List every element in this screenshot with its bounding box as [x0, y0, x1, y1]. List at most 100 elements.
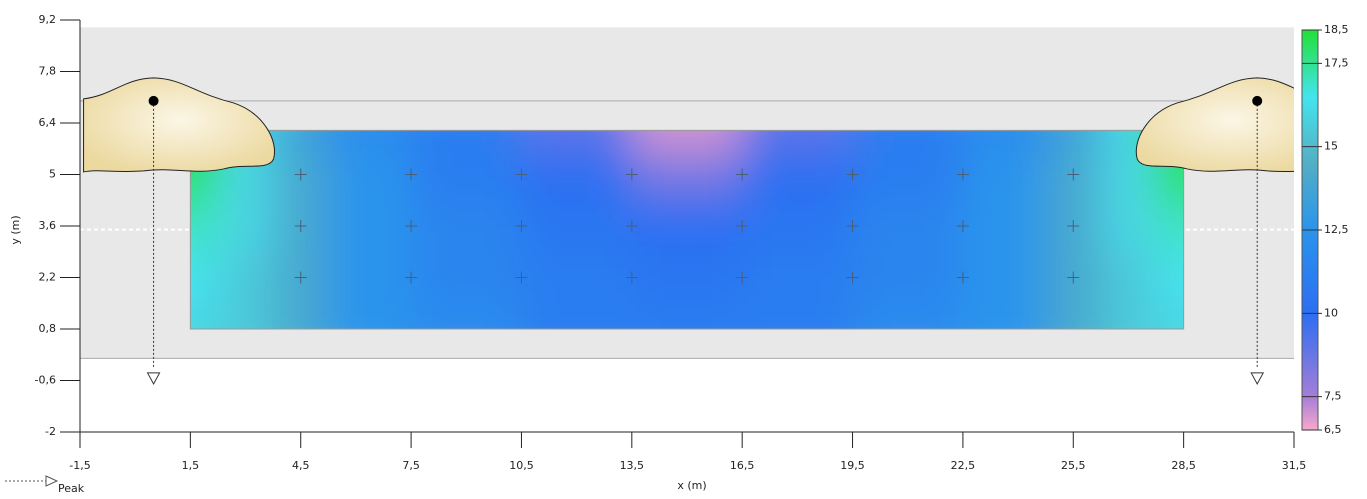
measure-point [515, 220, 528, 232]
heat-cell [852, 152, 964, 202]
measure-point [625, 271, 638, 284]
heat-cell [217, 200, 275, 253]
measure-point [1067, 168, 1080, 181]
x-tick-label: 1,5 [182, 459, 200, 472]
y-tick-label: 5 [49, 168, 56, 181]
heat-cell [962, 152, 1047, 202]
x-tick-label: 16,5 [730, 459, 755, 472]
measure-point [956, 168, 969, 181]
heat-cell [521, 130, 633, 154]
y-tick-label: -2 [45, 425, 56, 438]
heat-cell [1156, 251, 1184, 305]
heat-cell [1100, 303, 1158, 329]
heat-cell [411, 152, 523, 202]
luminaires [83, 77, 1294, 385]
measure-point [956, 220, 969, 232]
measure-point [1067, 220, 1080, 232]
heat-cell [631, 130, 744, 154]
heat-cell [190, 200, 219, 253]
x-tick-label: 10,5 [509, 459, 534, 472]
x-tick-label: 4,5 [292, 459, 310, 472]
x-tick-label: 7,5 [402, 459, 420, 472]
heat-cell [273, 303, 330, 329]
heat-cell [962, 200, 1047, 253]
y-axis-label: y (m) [9, 215, 22, 244]
heat-cell [742, 200, 854, 253]
heat-cell [217, 303, 275, 329]
x-tick-label: 13,5 [620, 459, 645, 472]
heat-cell [190, 251, 219, 305]
heatmap-blur [190, 130, 1184, 329]
y-tick-label: 2,2 [39, 271, 57, 284]
heat-cell [852, 200, 964, 253]
heat-cell [1100, 200, 1158, 253]
measure-point [294, 220, 307, 232]
heat-cell [1156, 303, 1184, 329]
heat-cell [411, 303, 523, 329]
measure-point [736, 220, 749, 232]
measure-point [405, 168, 418, 181]
x-tick-label: 25,5 [1061, 459, 1086, 472]
measure-point [405, 220, 418, 232]
heat-cell [1045, 130, 1102, 154]
x-tick-label: 28,5 [1171, 459, 1196, 472]
heat-cell [521, 200, 633, 253]
heat-cell [190, 303, 219, 329]
colorbar-tick-label: 10 [1324, 306, 1338, 319]
x-tick-label: 19,5 [840, 459, 865, 472]
heat-cell [328, 152, 413, 202]
luminaire [1252, 95, 1263, 106]
heat-cell [521, 303, 633, 329]
colorbar-tick-label: 7,5 [1324, 390, 1342, 403]
heat-cell [962, 251, 1047, 305]
heat-cell [521, 251, 633, 305]
heat-cell [852, 303, 964, 329]
x-tick-label: -1,5 [69, 459, 90, 472]
heat-cell [273, 130, 330, 154]
y-tick-label: 6,4 [39, 116, 57, 129]
heat-cell [742, 152, 854, 202]
measure-point [625, 220, 638, 232]
luminaire [148, 95, 159, 106]
measure-point [294, 168, 307, 181]
heat-cell [411, 130, 523, 154]
heat-cell [521, 152, 633, 202]
heatmap [190, 130, 1184, 329]
heat-cell [1045, 303, 1102, 329]
measure-point [515, 168, 528, 181]
colorbar-tick-label: 12,5 [1324, 223, 1349, 236]
measure-point [1067, 271, 1080, 284]
y-tick-label: -0,6 [35, 374, 56, 387]
colorbar-tick-label: 18,5 [1324, 23, 1349, 36]
measure-point [294, 271, 307, 284]
heat-cell [631, 200, 744, 253]
measure-point [736, 168, 749, 181]
x-tick-label: 31,5 [1282, 459, 1307, 472]
heat-cell [328, 200, 413, 253]
y-tick-label: 0,8 [39, 322, 57, 335]
legend-arrow [45, 475, 59, 487]
measure-point [846, 168, 859, 181]
luminaire-arrowhead [1250, 372, 1265, 385]
measure-point [846, 271, 859, 284]
legend-label: Peak [58, 482, 85, 495]
heat-cell [1156, 200, 1184, 253]
heat-cell [631, 152, 744, 202]
luminaire-arrowhead [146, 372, 161, 385]
heat-cell [217, 251, 275, 305]
heat-cell [328, 251, 413, 305]
y-tick-label: 7,8 [39, 65, 57, 78]
heat-cell [742, 130, 854, 154]
measure-point [405, 271, 418, 284]
y-tick-label: 9,2 [39, 13, 57, 26]
heat-cell [411, 251, 523, 305]
measure-point [515, 271, 528, 284]
heat-cell [962, 130, 1047, 154]
measure-point [625, 168, 638, 181]
heat-cell [852, 130, 964, 154]
colorbar-tick-label: 15 [1324, 140, 1338, 153]
measure-point [956, 271, 969, 284]
heat-cell [962, 303, 1047, 329]
heat-cell [631, 303, 744, 329]
